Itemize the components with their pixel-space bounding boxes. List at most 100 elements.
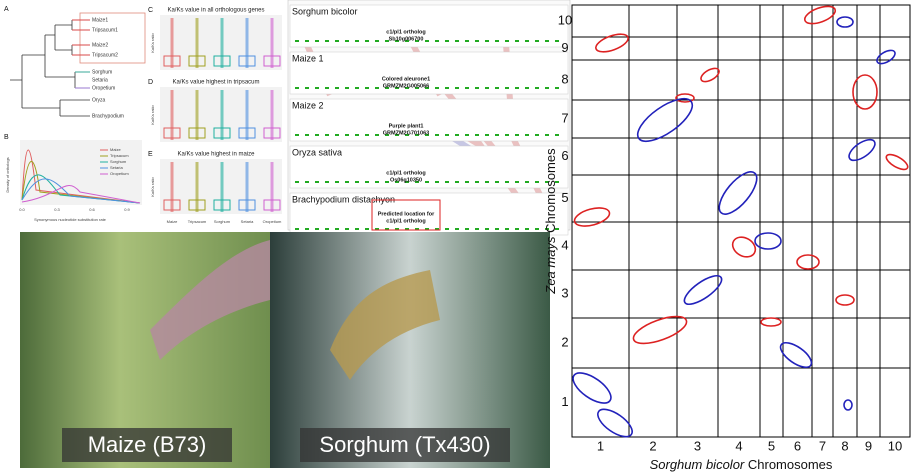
- block: [700, 67, 720, 83]
- leaf-label: Sorghum: [92, 69, 112, 75]
- plot-frame: [571, 4, 911, 438]
- block: [572, 372, 612, 404]
- box: [163, 199, 181, 211]
- plot-bg: [20, 140, 142, 205]
- block: [796, 254, 820, 270]
- axis-title: Ka/Ks ratio: [150, 32, 155, 52]
- legend-label: Maize: [110, 147, 121, 152]
- block: [636, 97, 694, 143]
- tree-branches: [10, 20, 90, 117]
- y-tick-label: 9: [561, 40, 568, 55]
- density-curve: [21, 178, 141, 204]
- block: [852, 74, 878, 110]
- y-tick-label: 3: [561, 285, 568, 300]
- y-tick-label: 4: [561, 237, 568, 252]
- x-axis-title: Sorghum bicolor Chromosomes: [650, 457, 833, 472]
- panel-label: E: [148, 151, 153, 158]
- block: [836, 16, 854, 28]
- x-tick-label: 2: [649, 438, 656, 453]
- block: [731, 236, 757, 258]
- x-tick-label: 10: [888, 438, 902, 453]
- track-name: Brachypodium distachyon: [292, 194, 395, 204]
- block: [779, 341, 813, 369]
- label-bg: [300, 428, 510, 462]
- box: [188, 55, 206, 67]
- x-tick-label: Maize: [167, 219, 178, 224]
- leaf-label: Tripsacum1: [92, 27, 118, 33]
- label-bg: [62, 428, 232, 462]
- box: [213, 199, 231, 211]
- synteny-blocks: [572, 5, 909, 438]
- box: [213, 127, 231, 139]
- leaf-label: Oryza: [92, 97, 106, 103]
- leaf-label: Maize2: [92, 42, 108, 48]
- tree-box: [79, 12, 146, 64]
- density-curve: [21, 161, 141, 204]
- box: [263, 55, 281, 67]
- panel-title: Ka/Ks value highest in tripsacum: [172, 80, 259, 86]
- x-tick-label: 0.0: [19, 207, 25, 212]
- panel-label: A: [4, 6, 9, 13]
- density-curve: [21, 149, 141, 204]
- block: [885, 153, 909, 171]
- x-tick-label: 0.9: [124, 207, 130, 212]
- track-note: Predicted location for: [378, 211, 435, 217]
- species: Zea mays: [543, 236, 558, 295]
- x-tick-label: Oropetium: [263, 219, 282, 224]
- photo-label: Sorghum (Tx430): [319, 432, 490, 457]
- track-name: Sorghum bicolor: [292, 6, 358, 16]
- top-panels: A Maize1 Tripsacum1 Maize2 Tripsacum2 Sorghu…: [4, 0, 571, 236]
- box: [263, 199, 281, 211]
- track-note: c1/pl1 ortholog: [386, 218, 425, 224]
- track-note: c1/pl1 ortholog: [386, 29, 425, 35]
- block: [683, 274, 723, 306]
- y-tick-label: 8: [561, 71, 568, 86]
- panel-title: Ka/Ks value highest in maize: [177, 152, 255, 158]
- ligule: [330, 270, 440, 380]
- x-tick-label: 0.3: [54, 207, 60, 212]
- x-tick-label: 0.6: [89, 207, 95, 212]
- track-name: Maize 2: [292, 100, 324, 110]
- y-tick-label: 2: [561, 334, 568, 349]
- tree-branch: [72, 44, 90, 56]
- box: [213, 55, 231, 67]
- x-tick-label: 7: [819, 438, 826, 453]
- block: [595, 33, 629, 53]
- box: [238, 55, 256, 67]
- tree-branch: [72, 19, 90, 31]
- track-note: Purple plant1: [389, 123, 424, 129]
- y-axis-title: Zea mays Chromosomes: [543, 148, 558, 295]
- x-tick-label: 4: [735, 438, 742, 453]
- species: Sorghum bicolor: [650, 457, 745, 472]
- track-name: Maize 1: [292, 53, 324, 63]
- panel-label: B: [4, 134, 9, 141]
- density-curve: [21, 174, 141, 204]
- axis-word: Chromosomes: [543, 148, 558, 233]
- block: [632, 315, 688, 345]
- block: [573, 207, 611, 227]
- legend-label: Sorghum: [110, 159, 127, 164]
- block: [760, 317, 782, 327]
- block: [597, 408, 633, 438]
- leaf-label: Maize1: [92, 17, 108, 23]
- y-tick-label: 1: [561, 394, 568, 409]
- leaf-label: Brachypodium: [92, 113, 124, 119]
- legend-label: Oropetium: [110, 171, 129, 176]
- photo-label: Maize (B73): [88, 432, 207, 457]
- leaf-label: Oropetium: [92, 85, 115, 91]
- box: [238, 127, 256, 139]
- track-note: Os06g10350: [390, 177, 422, 183]
- axis-word: Chromosomes: [748, 457, 833, 472]
- axis-title: Ka/Ks ratio: [150, 176, 155, 196]
- x-tick-label: Setaria: [241, 219, 254, 224]
- legend-label: Setaria: [110, 165, 123, 170]
- block: [876, 49, 896, 65]
- panel-label: D: [148, 79, 153, 86]
- box: [188, 127, 206, 139]
- track-note: GRMZM2G701063: [383, 130, 429, 136]
- leaf-label: Tripsacum2: [92, 52, 118, 58]
- block: [718, 171, 758, 215]
- axis-title: Density of orthologs: [5, 157, 10, 192]
- block: [803, 5, 837, 25]
